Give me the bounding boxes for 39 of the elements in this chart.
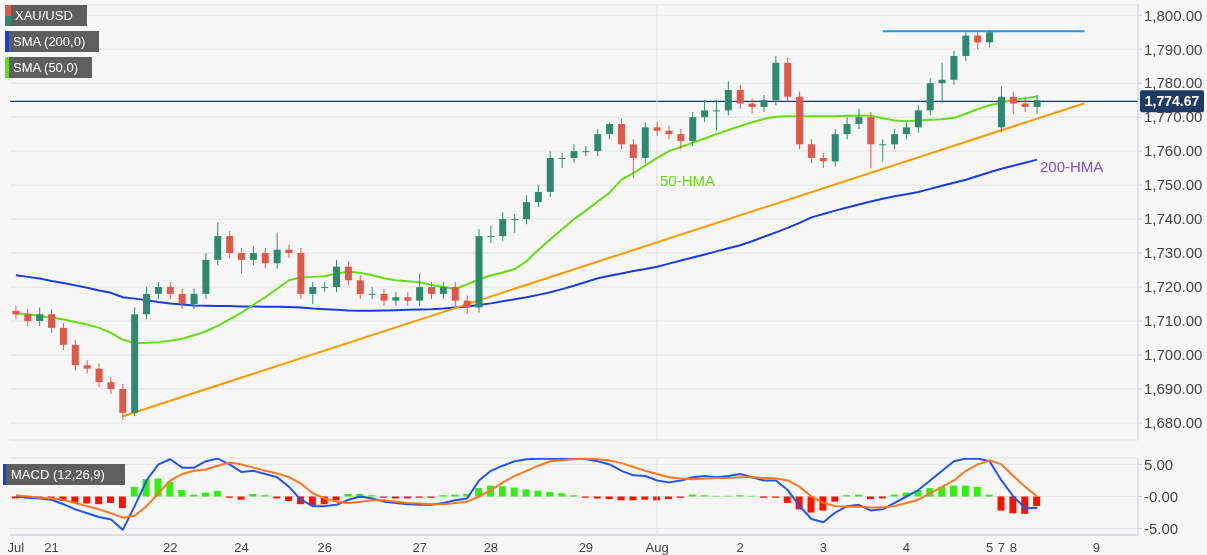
y-tick-label: 1,750.00: [1144, 176, 1203, 194]
y-tick-label: 1,700.00: [1144, 346, 1203, 364]
x-tick-label: 29: [578, 540, 594, 555]
x-tick-label: Jul: [7, 540, 25, 555]
annotation: 50-HMA: [660, 172, 716, 189]
y-tick-label: 1,740.00: [1144, 210, 1203, 228]
x-tick-label: 27: [412, 540, 427, 555]
x-tick-label: 22: [163, 540, 178, 555]
y-tick-label: 1,770.00: [1144, 108, 1203, 126]
x-tick-label: 7: [997, 540, 1006, 555]
y-tick-label: -0.00: [1144, 487, 1179, 505]
x-tick-label: 8: [1009, 540, 1017, 555]
x-tick-label: 26: [317, 540, 332, 555]
ref-line-label: 1,774.67: [1144, 93, 1200, 110]
text: MACD (12,26,9): [6, 464, 125, 485]
x-tick-label: 21: [44, 540, 59, 555]
y-tick-label: 5.00: [1144, 455, 1174, 473]
y-tick-label: 1,780.00: [1144, 74, 1203, 92]
x-tick-label: 9: [1092, 540, 1101, 555]
x-tick-label: 5: [985, 540, 994, 555]
y-tick-label: 1,690.00: [1144, 380, 1203, 398]
y-tick-label: 1,720.00: [1144, 278, 1203, 296]
annotation: 200-HMA: [1040, 158, 1104, 175]
y-tick-label: 1,790.00: [1144, 40, 1203, 58]
legend-label: XAU/USD: [11, 5, 87, 26]
x-tick-label: 24: [234, 540, 249, 555]
x-tick-label: Aug: [645, 540, 669, 555]
legend-label: SMA (50,0): [9, 57, 93, 78]
x-tick-label: 4: [902, 540, 911, 555]
y-tick-label: 1,760.00: [1144, 142, 1203, 160]
y-tick-label: 1,710.00: [1144, 312, 1203, 330]
legend-label: SMA (200,0): [9, 31, 100, 52]
y-tick-label: -5.00: [1144, 519, 1179, 537]
y-tick-label: 1,730.00: [1144, 244, 1203, 262]
x-tick-label: 3: [819, 540, 827, 555]
y-tick-label: 1,680.00: [1144, 414, 1203, 432]
y-tick-label: 1,800.00: [1144, 6, 1203, 24]
x-tick-label: 2: [736, 540, 744, 555]
x-tick-label: 28: [483, 540, 499, 555]
